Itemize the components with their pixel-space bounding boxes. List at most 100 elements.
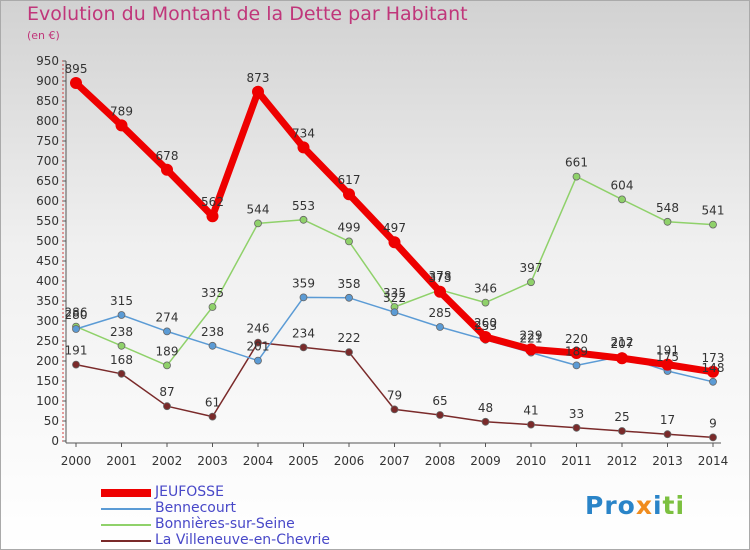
x-tick-label: 2005 [288, 454, 319, 468]
data-point [709, 220, 717, 229]
data-label: 212 [611, 335, 634, 349]
data-point [345, 293, 353, 302]
data-label: 33 [569, 407, 584, 421]
data-point [388, 236, 401, 249]
y-minor-tick [62, 292, 64, 294]
data-point [297, 141, 310, 154]
y-minor-tick [62, 388, 64, 390]
data-point [663, 217, 672, 226]
y-tick-label: 200 [36, 354, 59, 368]
data-label: 222 [338, 331, 361, 345]
x-tick-label: 2001 [106, 454, 137, 468]
y-tick-label: 250 [36, 334, 59, 348]
data-label: 189 [156, 344, 179, 358]
y-minor-tick [62, 312, 64, 314]
y-minor-tick [62, 396, 64, 398]
y-minor-tick [62, 232, 64, 234]
data-point [208, 412, 217, 421]
y-minor-tick [62, 244, 64, 246]
y-tick-label: 550 [36, 214, 59, 228]
data-point [525, 343, 537, 356]
y-minor-tick [62, 308, 64, 310]
data-label: 201 [247, 340, 270, 354]
y-minor-tick [62, 268, 64, 270]
data-label: 499 [338, 220, 361, 234]
logo-part: i [652, 491, 663, 520]
data-point [299, 343, 308, 352]
y-minor-tick [62, 436, 64, 438]
data-point [572, 172, 581, 181]
y-tick-label: 850 [36, 94, 59, 108]
y-minor-tick [62, 336, 64, 338]
data-point [616, 352, 628, 365]
y-tick-label: 150 [36, 374, 59, 388]
data-label: 48 [478, 401, 493, 415]
y-minor-tick [62, 324, 64, 326]
data-label: 322 [383, 291, 406, 305]
data-point [208, 341, 217, 350]
y-minor-tick [62, 76, 64, 78]
data-label: 246 [247, 322, 270, 336]
y-minor-tick [62, 252, 64, 254]
y-minor-tick [62, 352, 64, 354]
data-point [254, 356, 262, 365]
logo-part: Pro [585, 491, 636, 520]
data-point [117, 341, 126, 350]
data-point [479, 331, 492, 343]
y-tick-label: 900 [36, 74, 59, 88]
y-tick-label: 400 [36, 274, 59, 288]
y-minor-tick [62, 116, 64, 118]
data-point [481, 417, 490, 426]
data-point [72, 325, 80, 333]
data-point [299, 215, 308, 224]
proxiti-logo: Proxiti [585, 491, 685, 520]
data-point [163, 402, 171, 411]
y-minor-tick [62, 72, 64, 74]
data-label: 61 [205, 396, 220, 410]
y-minor-tick [62, 188, 64, 190]
y-minor-tick [62, 424, 64, 426]
y-minor-tick [62, 316, 64, 318]
legend-swatch [101, 489, 151, 497]
data-label: 87 [159, 385, 174, 399]
data-label: 173 [702, 351, 725, 365]
y-minor-tick [62, 196, 64, 198]
data-point [661, 358, 674, 371]
data-label: 238 [110, 325, 133, 339]
y-tick-label: 700 [36, 154, 59, 168]
legend-swatch [101, 540, 151, 542]
data-point [709, 377, 717, 386]
y-minor-tick [62, 128, 64, 130]
y-minor-tick [62, 88, 64, 90]
data-label: 678 [156, 149, 179, 163]
data-label: 553 [292, 199, 315, 213]
y-minor-tick [62, 184, 64, 186]
y-tick-label: 450 [36, 254, 59, 268]
y-minor-tick [62, 92, 64, 94]
data-point [572, 361, 581, 370]
data-label: 148 [702, 361, 725, 375]
data-point [72, 360, 80, 369]
data-label: 79 [387, 388, 402, 402]
y-tick-label: 650 [36, 174, 59, 188]
data-label: 617 [338, 173, 361, 187]
x-tick-label: 2004 [243, 454, 274, 468]
data-label: 895 [65, 62, 88, 76]
y-minor-tick [62, 364, 64, 366]
y-tick-label: 600 [36, 194, 59, 208]
y-minor-tick [62, 164, 64, 166]
x-tick-label: 2003 [197, 454, 228, 468]
data-point [436, 411, 444, 419]
data-label: 191 [656, 344, 679, 358]
data-point [436, 323, 444, 331]
y-minor-tick [62, 384, 64, 386]
y-minor-tick [62, 152, 64, 154]
y-minor-tick [62, 432, 64, 434]
data-label: 9 [709, 416, 717, 430]
data-point [161, 163, 173, 176]
legend-label: Bonnières-sur-Seine [155, 516, 295, 532]
x-tick-label: 2014 [698, 454, 729, 468]
y-tick-label: 50 [44, 414, 59, 428]
data-point [117, 311, 126, 319]
